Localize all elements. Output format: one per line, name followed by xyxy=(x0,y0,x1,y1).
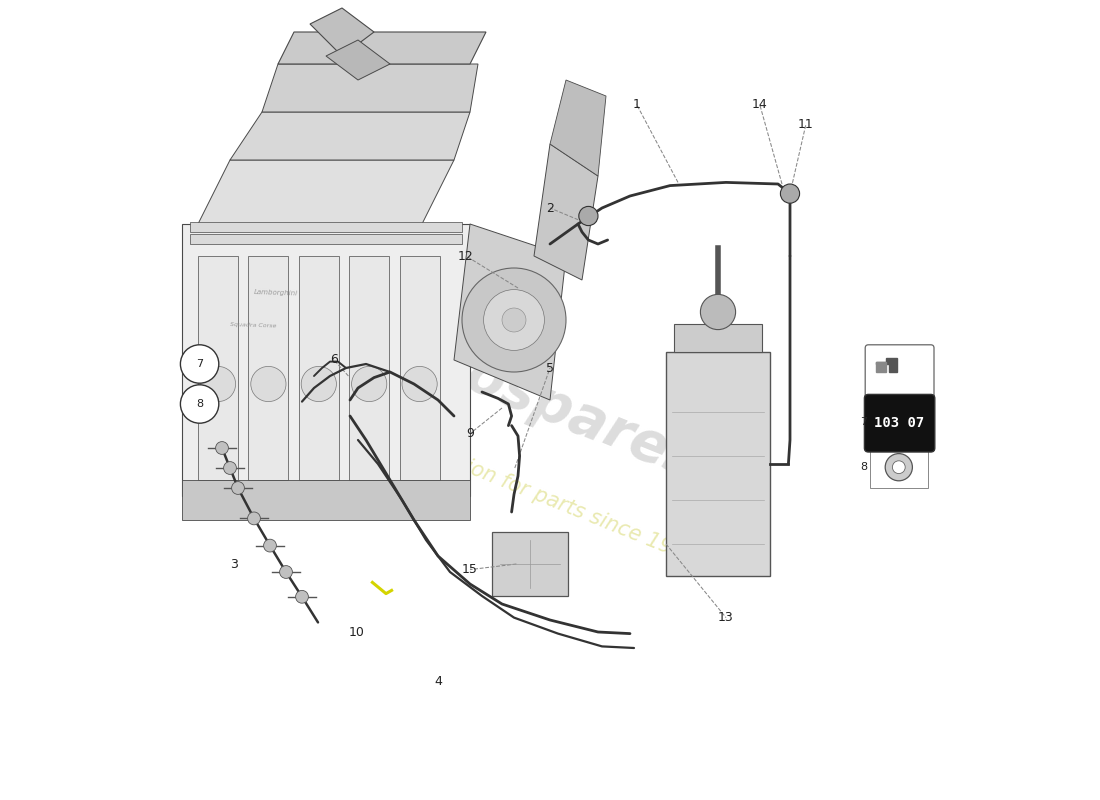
Circle shape xyxy=(216,442,229,454)
Circle shape xyxy=(223,462,236,474)
FancyBboxPatch shape xyxy=(870,446,927,488)
Text: 1: 1 xyxy=(632,98,640,110)
Polygon shape xyxy=(454,224,566,400)
Text: 8: 8 xyxy=(196,399,204,409)
Circle shape xyxy=(180,385,219,423)
Text: 8: 8 xyxy=(860,462,868,472)
Polygon shape xyxy=(877,358,898,372)
FancyBboxPatch shape xyxy=(249,256,288,480)
Text: 13: 13 xyxy=(718,611,734,624)
Circle shape xyxy=(402,366,437,402)
Circle shape xyxy=(484,290,544,350)
Circle shape xyxy=(296,590,308,603)
Text: 3: 3 xyxy=(230,558,238,570)
FancyBboxPatch shape xyxy=(674,324,762,352)
Circle shape xyxy=(248,512,261,525)
Polygon shape xyxy=(534,144,598,280)
Text: 14: 14 xyxy=(751,98,768,110)
Circle shape xyxy=(462,268,566,372)
Polygon shape xyxy=(182,480,470,520)
Text: 4: 4 xyxy=(434,675,442,688)
Circle shape xyxy=(892,461,905,474)
Text: 5: 5 xyxy=(546,362,554,374)
Text: 9: 9 xyxy=(466,427,474,440)
Circle shape xyxy=(264,539,276,552)
Text: 103 07: 103 07 xyxy=(874,416,925,430)
Circle shape xyxy=(301,366,337,402)
Text: 7: 7 xyxy=(860,417,868,426)
FancyBboxPatch shape xyxy=(349,256,389,480)
Polygon shape xyxy=(190,234,462,244)
Circle shape xyxy=(352,366,387,402)
Polygon shape xyxy=(326,40,390,80)
Circle shape xyxy=(886,454,912,481)
Text: 6: 6 xyxy=(330,354,338,366)
FancyBboxPatch shape xyxy=(870,399,927,443)
Polygon shape xyxy=(310,8,374,56)
Polygon shape xyxy=(190,222,462,232)
Text: Lamborghini: Lamborghini xyxy=(254,290,298,297)
FancyBboxPatch shape xyxy=(399,256,440,480)
FancyBboxPatch shape xyxy=(299,256,339,480)
FancyBboxPatch shape xyxy=(866,345,934,399)
Text: 10: 10 xyxy=(349,626,364,638)
Circle shape xyxy=(701,294,736,330)
Polygon shape xyxy=(877,362,886,372)
Polygon shape xyxy=(262,64,478,112)
Text: 12: 12 xyxy=(458,250,474,262)
Text: eurospares: eurospares xyxy=(361,310,707,490)
Circle shape xyxy=(579,206,598,226)
Circle shape xyxy=(232,482,244,494)
Polygon shape xyxy=(278,32,486,64)
Text: 2: 2 xyxy=(546,202,554,214)
Polygon shape xyxy=(198,160,454,224)
Circle shape xyxy=(502,308,526,332)
Circle shape xyxy=(251,366,286,402)
Circle shape xyxy=(180,345,219,383)
Text: 7: 7 xyxy=(196,359,204,369)
Polygon shape xyxy=(182,224,470,496)
FancyBboxPatch shape xyxy=(493,532,569,596)
Circle shape xyxy=(200,366,235,402)
FancyBboxPatch shape xyxy=(198,256,238,480)
Polygon shape xyxy=(230,112,470,160)
FancyBboxPatch shape xyxy=(865,394,935,452)
Text: a passion for parts since 1985: a passion for parts since 1985 xyxy=(400,432,700,568)
Text: 15: 15 xyxy=(462,563,477,576)
Circle shape xyxy=(279,566,293,578)
Circle shape xyxy=(780,184,800,203)
Polygon shape xyxy=(550,80,606,176)
Text: 11: 11 xyxy=(799,118,814,130)
FancyBboxPatch shape xyxy=(666,352,770,576)
Text: Squadra Corse: Squadra Corse xyxy=(230,322,276,329)
